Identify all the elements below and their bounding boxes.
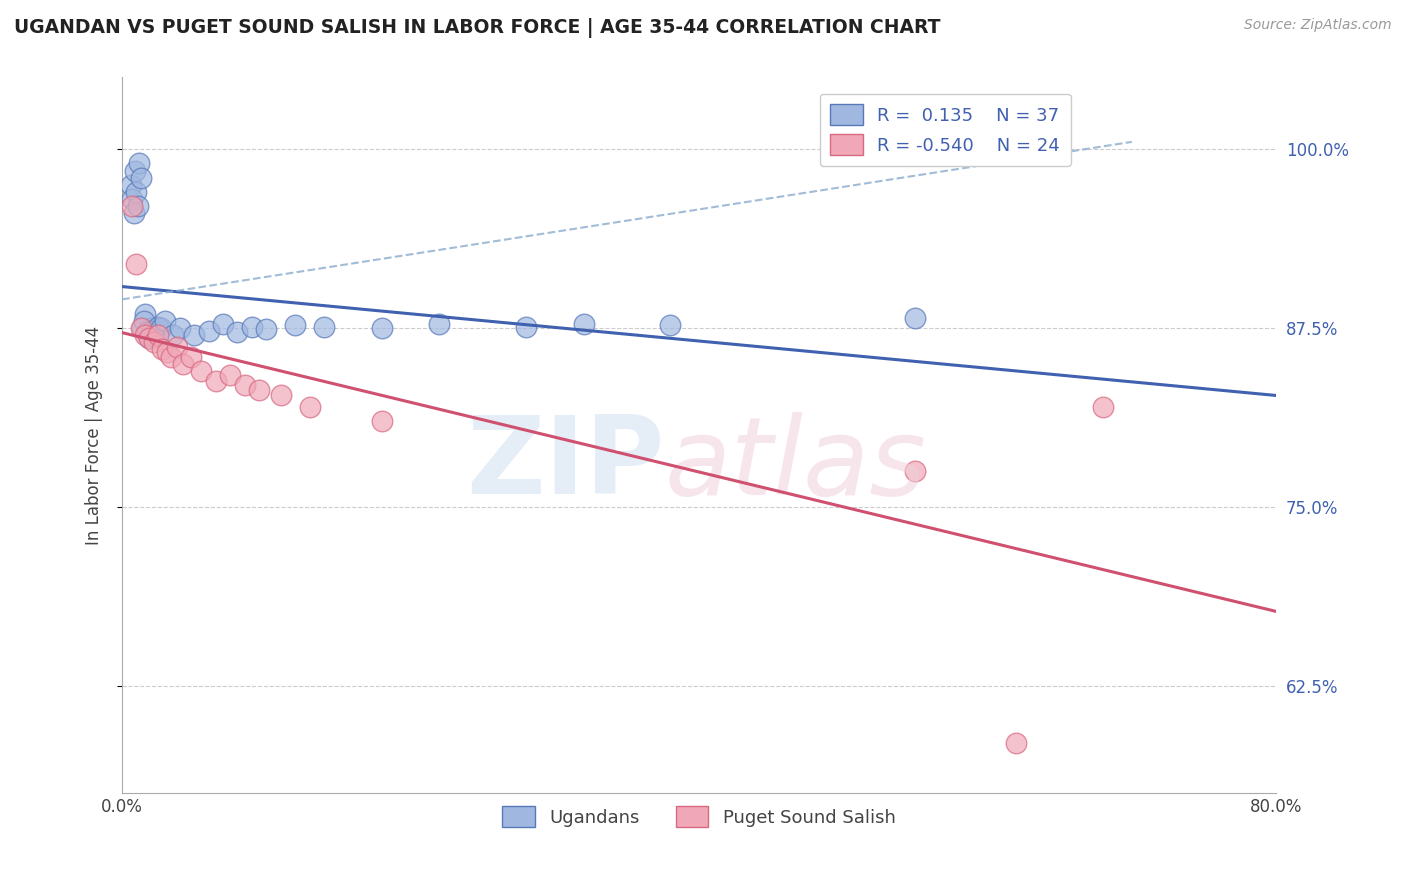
Point — [121, 192, 143, 206]
Point — [197, 324, 219, 338]
Point — [270, 388, 292, 402]
Point — [370, 414, 392, 428]
Point — [121, 199, 143, 213]
Point — [129, 170, 152, 185]
Point — [142, 335, 165, 350]
Point — [204, 374, 226, 388]
Point — [120, 178, 142, 192]
Point — [212, 317, 235, 331]
Point — [139, 321, 162, 335]
Point — [240, 319, 263, 334]
Point — [122, 206, 145, 220]
Point — [150, 321, 173, 335]
Text: UGANDAN VS PUGET SOUND SALISH IN LABOR FORCE | AGE 35-44 CORRELATION CHART: UGANDAN VS PUGET SOUND SALISH IN LABOR F… — [14, 18, 941, 37]
Point — [132, 314, 155, 328]
Point — [180, 350, 202, 364]
Point — [166, 340, 188, 354]
Point — [146, 319, 169, 334]
Point — [1091, 400, 1114, 414]
Point — [136, 328, 159, 343]
Point — [1005, 736, 1028, 750]
Point — [127, 199, 149, 213]
Point — [134, 328, 156, 343]
Point — [298, 400, 321, 414]
Text: Source: ZipAtlas.com: Source: ZipAtlas.com — [1244, 18, 1392, 32]
Point — [131, 321, 153, 335]
Point — [312, 319, 335, 334]
Point — [904, 464, 927, 478]
Point — [162, 328, 184, 343]
Y-axis label: In Labor Force | Age 35-44: In Labor Force | Age 35-44 — [86, 326, 103, 545]
Point — [129, 321, 152, 335]
Point — [233, 378, 256, 392]
Text: atlas: atlas — [665, 411, 927, 516]
Text: ZIP: ZIP — [465, 411, 665, 517]
Point — [572, 317, 595, 331]
Point — [284, 318, 307, 333]
Point — [183, 328, 205, 343]
Point — [254, 322, 277, 336]
Point — [219, 368, 242, 383]
Point — [143, 329, 166, 343]
Point — [226, 326, 249, 340]
Point — [156, 345, 179, 359]
Point — [141, 324, 163, 338]
Point — [429, 317, 451, 331]
Point — [160, 350, 183, 364]
Point — [146, 328, 169, 343]
Point — [370, 321, 392, 335]
Point — [135, 326, 157, 340]
Point — [138, 331, 160, 345]
Point — [134, 307, 156, 321]
Point — [515, 319, 537, 334]
Point — [659, 318, 682, 333]
Point — [124, 163, 146, 178]
Point — [138, 331, 160, 345]
Point — [128, 156, 150, 170]
Point — [142, 328, 165, 343]
Point — [169, 321, 191, 335]
Point — [125, 185, 148, 199]
Point — [247, 383, 270, 397]
Point — [190, 364, 212, 378]
Point — [125, 256, 148, 270]
Point — [904, 310, 927, 325]
Point — [172, 357, 194, 371]
Point — [155, 314, 177, 328]
Point — [152, 343, 174, 357]
Legend: Ugandans, Puget Sound Salish: Ugandans, Puget Sound Salish — [495, 799, 903, 834]
